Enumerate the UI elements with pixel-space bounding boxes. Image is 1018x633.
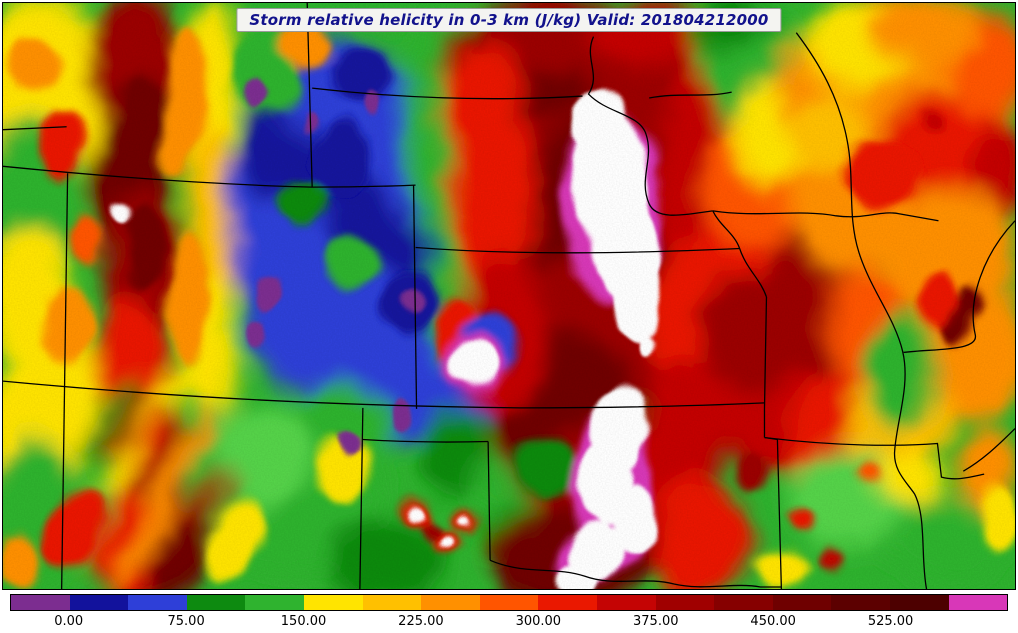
state-border-line [649,91,732,99]
state-border-line [3,165,416,188]
state-border-line [312,87,583,100]
state-border-line [712,210,939,222]
colorbar-segment [303,595,363,610]
state-border-line [415,246,740,254]
state-borders [3,3,1015,589]
state-border-line [3,380,765,409]
colorbar-tick-label: 225.00 [398,614,444,629]
field-texture [3,3,1015,589]
colorbar-segment [714,595,773,610]
state-border-line [3,126,67,131]
colorbar-tick-label: 0.00 [54,614,84,629]
state-border-line [362,438,489,443]
colorbar-tick-label: 150.00 [280,614,327,629]
state-border-line [795,32,928,589]
colorbar-segment [69,595,129,610]
colorbar-labels: 0.00 75.00 150.00 225.00 300.00 375.00 450.00 5… [10,614,1008,631]
colorbar-segment [186,595,246,610]
state-border-line [962,428,1015,472]
colorbar-segment [11,595,70,610]
colorbar-segment [479,595,539,610]
colorbar-segment [596,595,656,610]
colorbar-tick-label: 75.00 [167,614,205,629]
colorbar-tick-label: 300.00 [515,614,562,629]
state-border-line [764,436,985,480]
colorbar [10,594,1008,611]
colorbar-segment [421,595,480,610]
colorbar-segment [538,595,597,610]
state-border-line [61,173,69,589]
colorbar-segment [655,595,715,610]
colorbar-segment [128,595,187,610]
state-border-line [587,36,713,216]
helicity-field-svg [3,3,1015,589]
colorbar-tick-label: 525.00 [867,614,914,629]
colorbar-segment [362,595,422,610]
state-border-line [306,3,313,188]
colorbar-segment [889,595,949,610]
state-border-line [903,220,1015,354]
state-border-line [487,441,491,561]
colorbar-segment [948,595,1008,610]
plot-title: Storm relative helicity in 0-3 km (J/kg)… [236,8,782,32]
colorbar-segment [245,595,304,610]
state-border-line [359,407,364,589]
state-border-line [763,296,768,438]
helicity-map: Storm relative helicity in 0-3 km (J/kg)… [2,2,1016,590]
state-border-line [489,559,782,588]
colorbar-tick-label: 375.00 [633,614,679,629]
colorbar-segment [772,595,832,610]
state-border-line [412,185,418,409]
colorbar-tick-label: 450.00 [750,614,796,629]
colorbar-segment [831,595,890,610]
